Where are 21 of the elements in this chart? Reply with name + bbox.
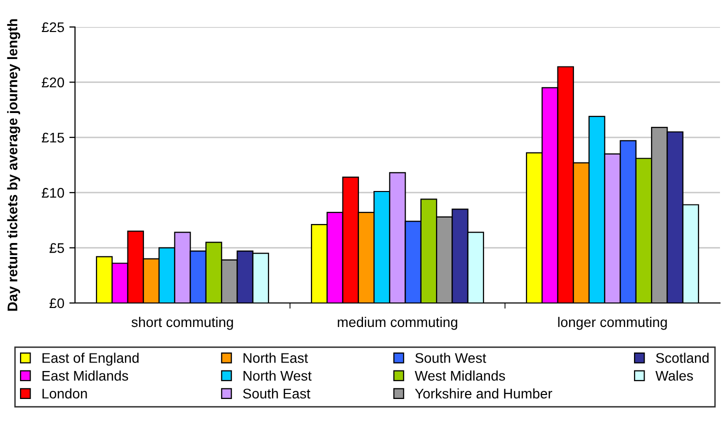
legend-label: East of England — [42, 352, 139, 366]
legend-label: Scotland — [656, 352, 709, 363]
y-tick-label: £20 — [42, 78, 64, 88]
x-tick-label: short commuting — [132, 316, 233, 330]
y-tick-label: £5 — [50, 243, 64, 253]
legend-label: Wales — [655, 370, 693, 381]
y-tick-label: £25 — [42, 22, 64, 32]
legend-label: Yorkshire and Humber — [415, 388, 552, 399]
legend-label: London — [42, 388, 87, 399]
y-axis-title: Day return tickets by average journey length — [7, 19, 20, 311]
legend-label: South West — [415, 352, 486, 363]
legend-label: East Midlands — [42, 370, 128, 381]
x-tick-label: longer commuting — [558, 316, 667, 330]
y-tick-label: £15 — [42, 132, 64, 143]
y-tick-label: £0 — [50, 298, 64, 308]
legend-label: North East — [244, 352, 308, 363]
legend-label: South East — [243, 388, 310, 399]
legend-label: West Midlands — [414, 370, 506, 381]
y-tick-label: £10 — [42, 188, 64, 198]
legend-label: North West — [244, 370, 312, 381]
x-tick-label: medium commuting — [338, 316, 458, 330]
